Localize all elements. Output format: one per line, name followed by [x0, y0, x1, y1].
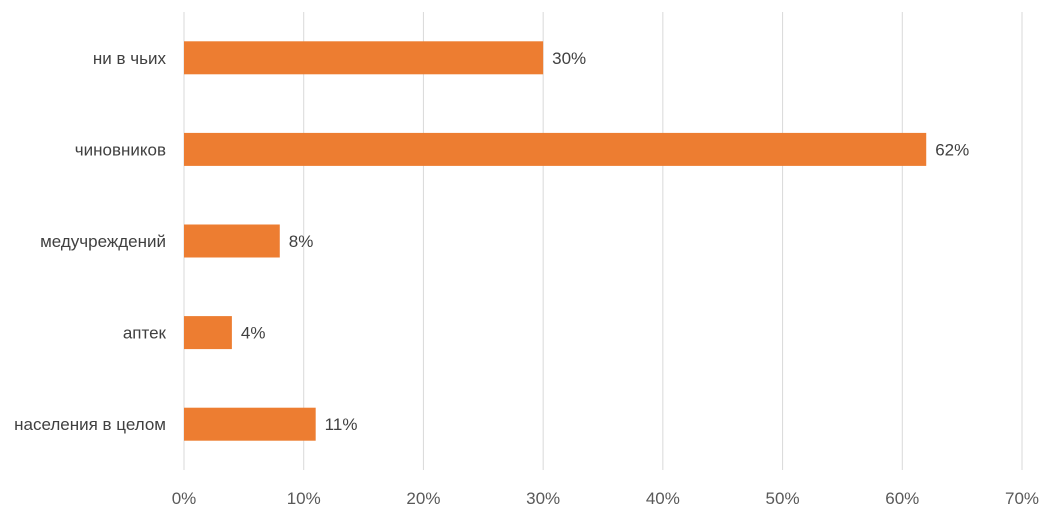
- x-tick-label: 20%: [406, 489, 440, 508]
- x-tick-label: 0%: [172, 489, 197, 508]
- data-labels: 30% 62% 8% 4% 11%: [241, 49, 969, 434]
- bar: [184, 132, 927, 166]
- x-tick-label: 50%: [766, 489, 800, 508]
- category-label: аптек: [123, 324, 167, 343]
- data-label: 4%: [241, 324, 266, 343]
- x-tick-label: 60%: [885, 489, 919, 508]
- bar: [184, 316, 232, 350]
- category-label: населения в целом: [14, 415, 166, 434]
- chart-gridlines: [183, 12, 1023, 470]
- x-tick-label: 10%: [287, 489, 321, 508]
- x-tick-label: 70%: [1005, 489, 1039, 508]
- x-tick-label: 40%: [646, 489, 680, 508]
- category-labels: ни в чьих чиновников медучреждений аптек нас…: [14, 49, 166, 434]
- x-tick-label: 30%: [526, 489, 560, 508]
- category-label: ни в чьих: [93, 49, 167, 68]
- category-label: медучреждений: [40, 232, 166, 251]
- chart-bars: [184, 41, 927, 441]
- category-label: чиновников: [75, 140, 166, 159]
- data-label: 62%: [935, 140, 969, 159]
- bar: [184, 224, 280, 258]
- bar: [184, 407, 316, 441]
- data-label: 11%: [325, 415, 358, 434]
- bar: [184, 41, 544, 75]
- x-axis-tick-labels: 0% 10% 20% 30% 40% 50% 60% 70%: [172, 489, 1039, 508]
- data-label: 30%: [552, 49, 586, 68]
- data-label: 8%: [289, 232, 314, 251]
